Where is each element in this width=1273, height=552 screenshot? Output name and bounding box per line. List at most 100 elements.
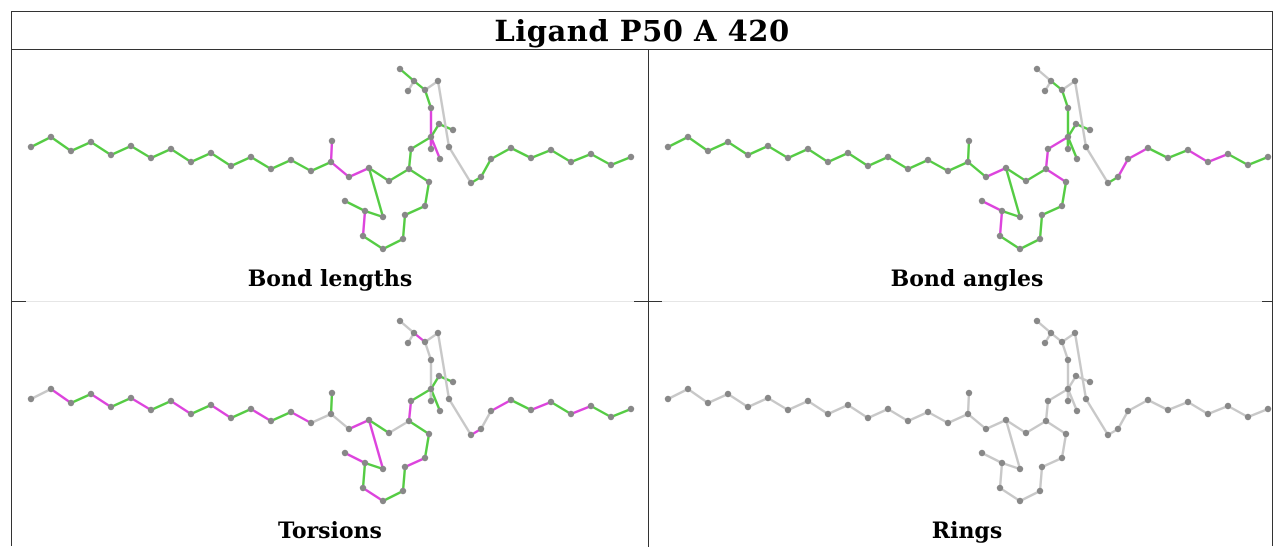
atom [1082,395,1090,403]
bond [49,387,73,405]
bond [489,398,513,413]
atom [978,197,986,205]
bond [1060,432,1068,460]
bond [1024,419,1048,435]
atom [1044,145,1052,153]
atom [27,143,35,151]
atom [998,459,1006,467]
atom [1041,87,1049,95]
bond [89,140,113,157]
atom [884,405,892,413]
bond [966,160,988,179]
panel-caption: Rings [931,518,1003,544]
atom [427,145,435,153]
atom [436,407,444,415]
atom [487,155,495,163]
bond [249,155,273,171]
atom [1058,454,1066,462]
atom [361,459,369,467]
bond [1004,166,1028,183]
bond [886,407,910,423]
bond [706,140,730,153]
bond [269,158,293,171]
bond [229,155,253,168]
bond [429,135,442,161]
molecule-diagram [27,65,635,253]
atom [410,77,418,85]
atom [449,378,457,386]
bond [347,166,371,179]
bond [329,139,334,164]
atom [207,149,215,157]
atom [1184,398,1192,406]
bond [1116,409,1130,431]
bond [1226,404,1250,419]
atom [1038,211,1046,219]
atom [427,385,435,393]
atom [435,372,443,380]
bond [343,199,367,213]
atom [404,87,412,95]
panel-caption: Torsions [278,518,382,544]
atom [445,395,453,403]
bond [786,147,810,160]
atom [399,487,407,495]
bond [1166,148,1190,160]
atom [399,235,407,243]
bond [1046,387,1070,403]
atom [1204,158,1212,166]
bond [49,135,73,153]
bond [946,412,970,425]
atom [1047,329,1055,337]
bond [980,199,1004,213]
panel-bond-lengths: Bond lengths [12,50,648,300]
atom [1022,429,1030,437]
atom [1036,235,1044,243]
atom [227,414,235,422]
atom [607,413,615,421]
bond [529,148,553,160]
bond [409,387,433,403]
bond [209,403,233,420]
bond [401,465,407,493]
atom [1041,339,1049,347]
bond [966,391,971,416]
atom [1042,417,1050,425]
atom [567,158,575,166]
atom [964,158,972,166]
bond [1038,465,1044,493]
atom [1086,126,1094,134]
bond [726,140,750,157]
bond [609,407,633,419]
atom [1124,155,1132,163]
atom [401,211,409,219]
bond [403,204,427,217]
bond [367,166,391,183]
atom [359,484,367,492]
bond [429,387,442,413]
atom [247,405,255,413]
atom [864,414,872,422]
bond [886,155,910,171]
atom [434,329,442,337]
bond [361,461,367,490]
bond [1186,148,1210,164]
bond [806,399,830,416]
bond [361,209,367,238]
atom [1064,397,1072,405]
atom [47,385,55,393]
atom [167,397,175,405]
atom [421,454,429,462]
atom [445,143,453,151]
atom [379,213,387,221]
bond [387,419,411,435]
atom [744,403,752,411]
atom [421,338,429,346]
panel-caption: Bond lengths [247,266,413,292]
bond [367,418,391,435]
atom [567,410,575,418]
atom [1016,465,1024,473]
atom [924,408,932,416]
atom [1164,406,1172,414]
bond [1018,237,1042,251]
